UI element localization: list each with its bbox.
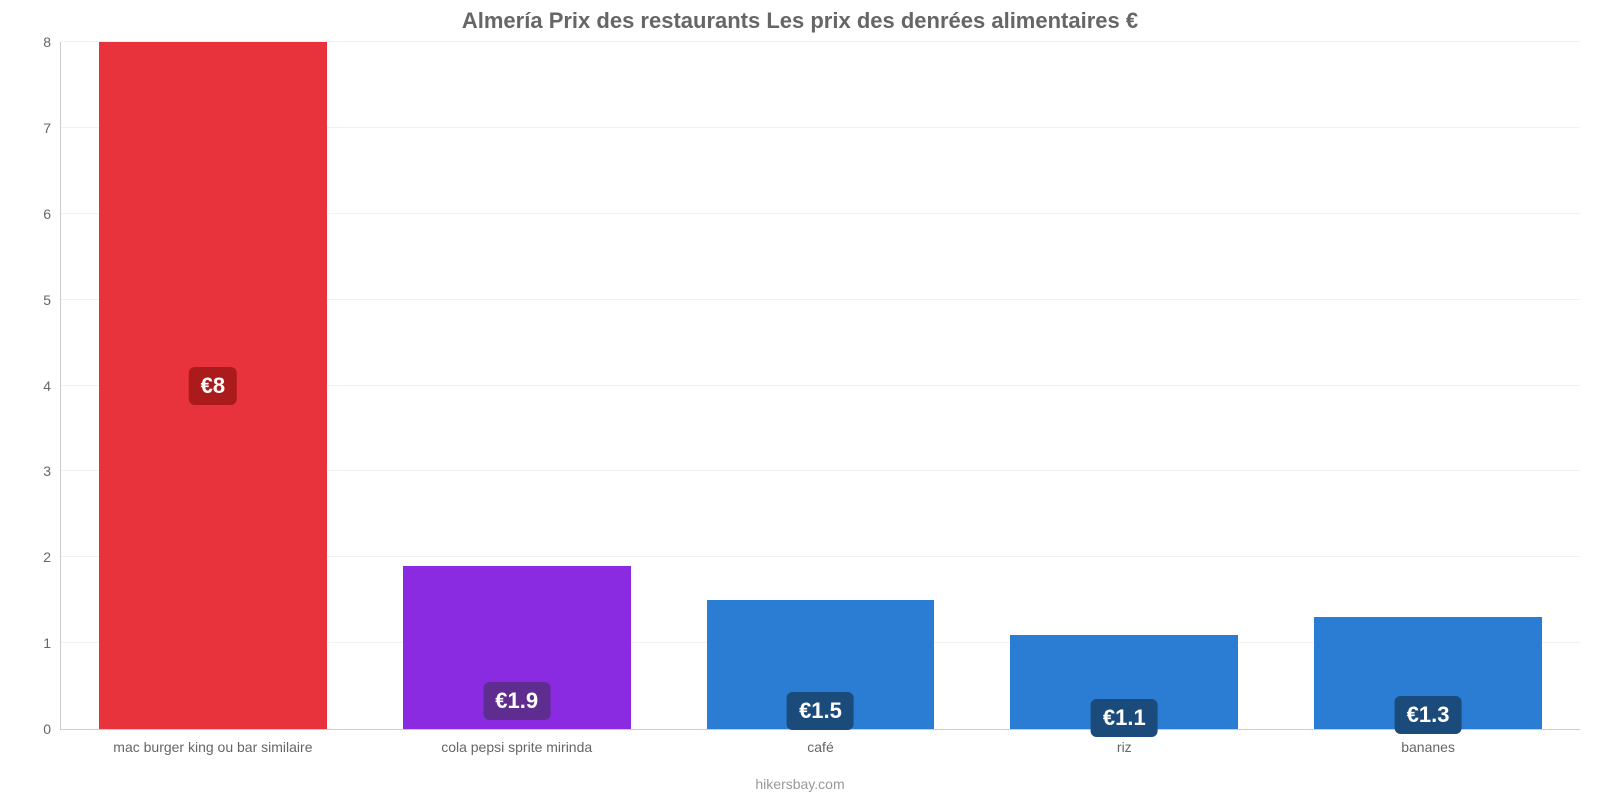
bar: €1.9 (403, 566, 631, 729)
x-tick-label: mac burger king ou bar similaire (113, 729, 312, 755)
value-badge: €1.3 (1395, 696, 1462, 734)
x-tick-label: riz (1117, 729, 1132, 755)
bar: €1.1 (1010, 635, 1238, 729)
y-tick-label: 8 (43, 34, 61, 50)
y-tick-label: 6 (43, 206, 61, 222)
attribution: hikersbay.com (0, 776, 1600, 792)
y-tick-label: 3 (43, 463, 61, 479)
value-badge: €1.5 (787, 692, 854, 730)
plot-area: 012345678€8mac burger king ou bar simila… (60, 42, 1580, 730)
bar: €1.3 (1314, 617, 1542, 729)
value-badge: €8 (189, 367, 237, 405)
value-badge: €1.9 (483, 682, 550, 720)
y-tick-label: 5 (43, 292, 61, 308)
x-tick-label: café (807, 729, 833, 755)
y-tick-label: 2 (43, 549, 61, 565)
y-tick-label: 4 (43, 378, 61, 394)
y-tick-label: 0 (43, 721, 61, 737)
chart-container: Almería Prix des restaurants Les prix de… (0, 0, 1600, 800)
chart-title: Almería Prix des restaurants Les prix de… (0, 8, 1600, 34)
bar: €8 (99, 42, 327, 729)
x-tick-label: bananes (1401, 729, 1455, 755)
bar: €1.5 (707, 600, 935, 729)
y-tick-label: 1 (43, 635, 61, 651)
x-tick-label: cola pepsi sprite mirinda (441, 729, 592, 755)
y-tick-label: 7 (43, 120, 61, 136)
